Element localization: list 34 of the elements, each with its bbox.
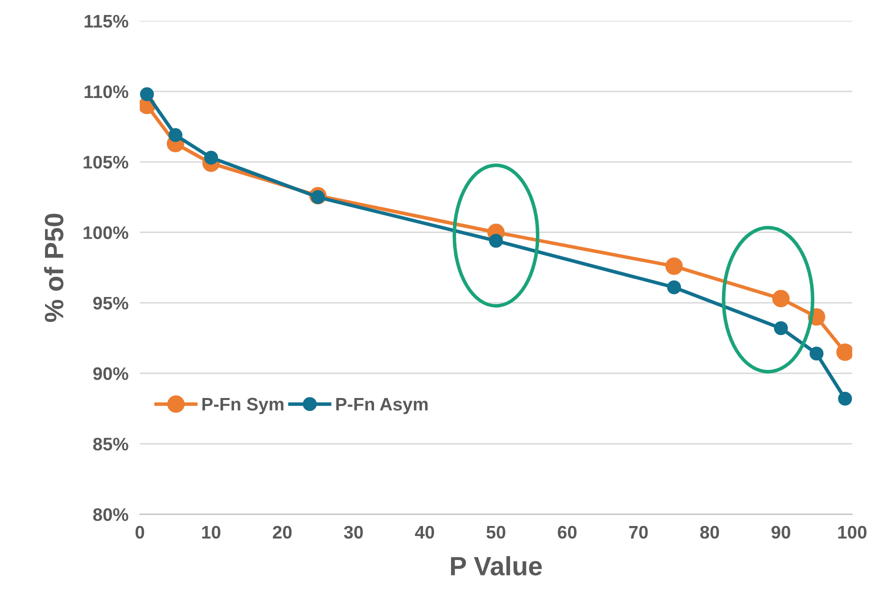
y-tick-label: 80% bbox=[93, 508, 128, 521]
point bbox=[204, 150, 218, 165]
point bbox=[489, 234, 503, 248]
legend-label: P-Fn Sym bbox=[202, 398, 284, 414]
y-tick-label: 110% bbox=[84, 85, 128, 98]
y-tick-label: 90% bbox=[93, 367, 128, 380]
legend-label: P-Fn Asym bbox=[336, 398, 428, 414]
x-tick-label: 10 bbox=[202, 526, 220, 539]
x-tick-label: 40 bbox=[414, 526, 434, 539]
y-tick-label: 100% bbox=[84, 226, 128, 240]
y-tick-label: 105% bbox=[84, 156, 128, 169]
x-axis-title: P Value bbox=[451, 556, 542, 576]
x-tick-label: 100 bbox=[838, 526, 866, 539]
point bbox=[168, 128, 182, 142]
point bbox=[838, 392, 852, 406]
x-tick-label: 0 bbox=[136, 526, 144, 539]
point bbox=[772, 290, 790, 308]
point bbox=[665, 258, 683, 275]
x-tick-label: 60 bbox=[558, 526, 577, 539]
x-tick-label: 90 bbox=[772, 526, 790, 539]
point bbox=[836, 344, 852, 361]
y-axis-title: % of P50 bbox=[44, 214, 64, 322]
x-tick-label: 70 bbox=[629, 526, 648, 539]
x-tick-label: 50 bbox=[486, 526, 506, 539]
y-tick-label: 95% bbox=[93, 296, 128, 310]
point bbox=[140, 87, 154, 102]
x-tick-label: 20 bbox=[272, 526, 292, 539]
x-tick-label: 80 bbox=[700, 526, 719, 539]
point bbox=[810, 346, 824, 361]
y-tick-label: 85% bbox=[93, 438, 128, 451]
point bbox=[774, 321, 788, 336]
y-tick-label: 115% bbox=[84, 14, 128, 28]
point bbox=[667, 280, 682, 294]
x-tick-label: 30 bbox=[344, 526, 363, 539]
